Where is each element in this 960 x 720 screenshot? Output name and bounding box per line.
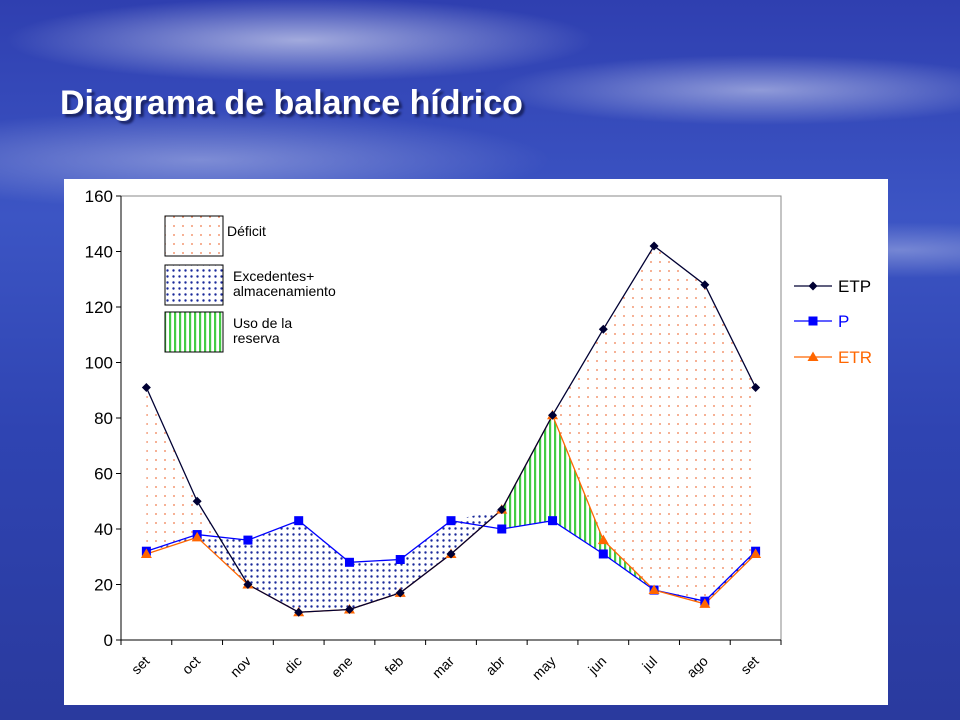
legend-label-etp: ETP (838, 277, 871, 296)
x-tick-label: dic (281, 653, 305, 677)
data-point-etr (597, 534, 609, 545)
area-legend-label: Déficit (227, 223, 266, 239)
x-tick-label: jul (638, 653, 660, 675)
x-tick-label: mar (429, 653, 458, 682)
x-tick-label: oct (179, 653, 204, 678)
area-legend: Déficit Excedentes+almacenamiento Uso de l… (164, 215, 336, 353)
data-point-etp (751, 382, 761, 392)
y-tick-label: 40 (94, 520, 113, 539)
reserve-use-area (501, 415, 655, 591)
data-point-etr (648, 584, 660, 595)
x-tick-label: nov (227, 653, 254, 680)
x-tick-label: abr (482, 653, 508, 679)
data-point-p (446, 516, 456, 526)
data-point-p (497, 524, 507, 534)
data-point-etp (141, 382, 151, 392)
x-tick-label: set (737, 653, 762, 678)
data-point-p (294, 516, 304, 526)
data-point-p (243, 535, 253, 545)
data-point-etp (243, 580, 253, 589)
data-point-etp (294, 607, 304, 617)
x-tick-label: ene (328, 653, 356, 681)
data-point-p (344, 557, 354, 567)
area-legend-label: reserva (233, 330, 280, 346)
area-legend-swatch (164, 311, 224, 353)
area-legend-label: Excedentes+ (233, 268, 314, 284)
y-tick-label: 160 (85, 187, 113, 206)
legend-label-p: P (838, 312, 849, 331)
data-point-etr (750, 548, 762, 558)
area-legend-label: almacenamiento (233, 283, 336, 299)
data-point-etp (598, 324, 608, 334)
legend-marker-p (808, 316, 818, 326)
data-point-etp (446, 549, 456, 559)
y-tick-label: 120 (85, 298, 113, 317)
area-legend-swatch (164, 215, 224, 257)
x-tick-label: feb (381, 653, 406, 678)
data-point-etp (192, 496, 202, 506)
fill-areas (146, 245, 756, 613)
legend-marker-etr (807, 351, 819, 361)
x-tick-label: set (128, 653, 153, 678)
data-point-etp (344, 604, 354, 614)
x-tick-label: jun (584, 653, 609, 678)
data-point-etr (191, 531, 203, 542)
series-legend: ETP P ETR (794, 277, 872, 367)
series-markers (140, 241, 762, 617)
y-tick-label: 100 (85, 354, 113, 373)
data-point-etp (497, 505, 507, 515)
chart-panel: 0 20 40 60 80 100 120 140 160 set oct nov dic ene feb m… (64, 179, 888, 705)
deficit-area (146, 245, 756, 613)
data-point-etp (548, 410, 558, 420)
data-point-p (395, 555, 405, 565)
data-point-etp (649, 241, 659, 251)
x-tick-label: may (529, 653, 559, 683)
slide-title: Diagrama de balance hídrico (60, 84, 523, 122)
data-point-etp (700, 280, 710, 290)
data-point-etr (140, 548, 152, 558)
area-legend-swatch (164, 264, 224, 306)
x-tick-label: ago (683, 653, 711, 681)
data-point-p (548, 516, 558, 526)
y-tick-label: 140 (85, 243, 113, 262)
data-point-etr (699, 598, 711, 608)
excess-area (146, 415, 756, 613)
data-point-p (598, 549, 608, 559)
legend-marker-etp (808, 281, 818, 291)
y-tick-label: 80 (94, 409, 113, 428)
y-tick-label: 0 (104, 631, 113, 650)
area-legend-label: Uso de la (233, 315, 292, 331)
y-tick-label: 60 (94, 465, 113, 484)
data-point-etp (395, 588, 405, 598)
legend-label-etr: ETR (838, 348, 872, 367)
y-tick-label: 20 (94, 576, 113, 595)
